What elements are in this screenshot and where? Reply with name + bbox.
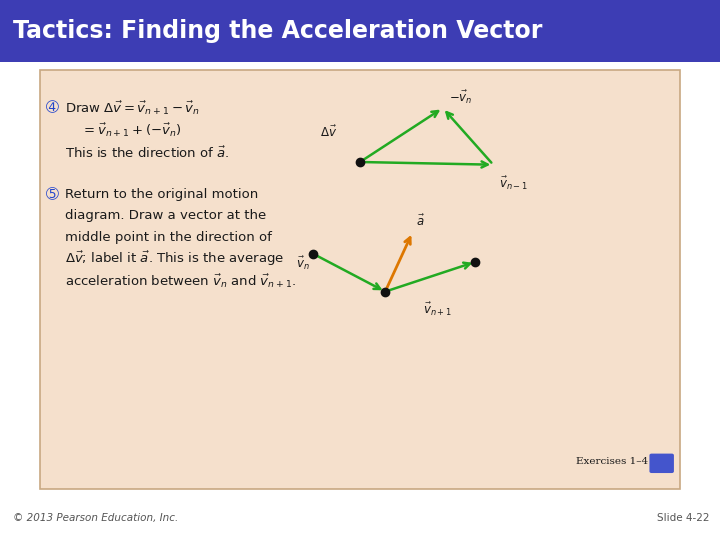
Text: $\vec{v}_n$: $\vec{v}_n$: [296, 254, 310, 272]
Text: $\Delta\vec{v}$; label it $\vec{a}$. This is the average: $\Delta\vec{v}$; label it $\vec{a}$. Thi…: [65, 250, 284, 268]
Text: $= \vec{v}_{n+1} + (-\vec{v}_n)$: $= \vec{v}_{n+1} + (-\vec{v}_n)$: [81, 122, 181, 139]
Text: Tactics: Finding the Acceleration Vector: Tactics: Finding the Acceleration Vector: [13, 19, 542, 43]
Text: $-\vec{v}_n$: $-\vec{v}_n$: [449, 89, 472, 106]
FancyBboxPatch shape: [649, 454, 674, 473]
Text: $\vec{v}_{n-1}$: $\vec{v}_{n-1}$: [499, 174, 528, 192]
Text: This is the direction of $\vec{a}$.: This is the direction of $\vec{a}$.: [65, 146, 229, 161]
Text: Exercises 1–4: Exercises 1–4: [576, 457, 648, 466]
Text: ➃: ➃: [45, 100, 58, 116]
Text: ➄: ➄: [45, 187, 58, 202]
Text: Return to the original motion: Return to the original motion: [65, 188, 258, 201]
Text: $\vec{v}_{n+1}$: $\vec{v}_{n+1}$: [423, 301, 452, 319]
FancyBboxPatch shape: [40, 70, 680, 489]
FancyBboxPatch shape: [0, 0, 720, 62]
Text: $\vec{a}$: $\vec{a}$: [416, 214, 426, 230]
Text: middle point in the direction of: middle point in the direction of: [65, 231, 271, 244]
Text: Draw $\Delta\vec{v} = \vec{v}_{n+1} - \vec{v}_n$: Draw $\Delta\vec{v} = \vec{v}_{n+1} - \v…: [65, 99, 199, 117]
Text: © 2013 Pearson Education, Inc.: © 2013 Pearson Education, Inc.: [13, 514, 179, 523]
Text: $\Delta\vec{v}$: $\Delta\vec{v}$: [320, 125, 338, 140]
Text: diagram. Draw a vector at the: diagram. Draw a vector at the: [65, 210, 266, 222]
Text: acceleration between $\vec{v}_n$ and $\vec{v}_{n+1}$.: acceleration between $\vec{v}_n$ and $\v…: [65, 272, 296, 289]
Text: Slide 4-22: Slide 4-22: [657, 514, 709, 523]
